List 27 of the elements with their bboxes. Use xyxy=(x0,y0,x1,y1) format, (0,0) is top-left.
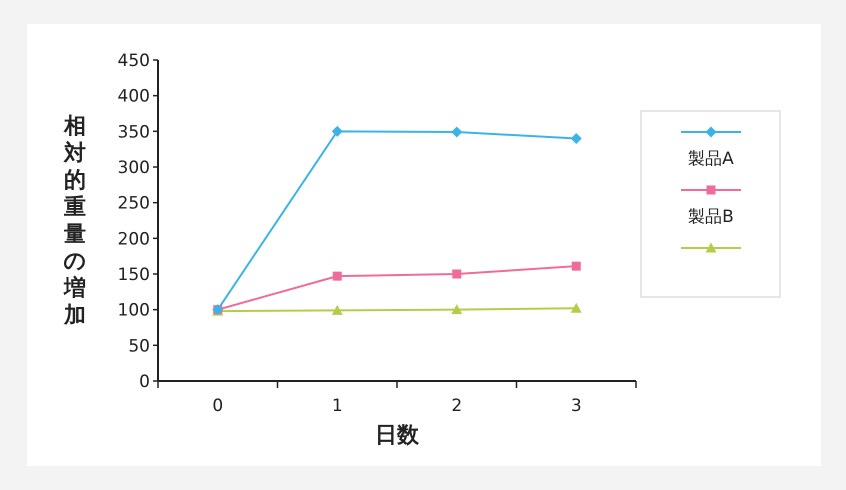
legend-label: 製品B xyxy=(688,207,734,227)
y-tick-label: 100 xyxy=(118,300,150,321)
point xyxy=(332,126,343,137)
y-tick-label: 400 xyxy=(118,86,150,107)
y-tick-label: 350 xyxy=(118,122,150,142)
x-tick-label: 1 xyxy=(332,396,343,416)
y-tick-label: 150 xyxy=(118,265,150,285)
point xyxy=(451,304,462,314)
y-tick-label: 0 xyxy=(139,372,150,392)
point xyxy=(332,304,343,315)
y-tick-label: 50 xyxy=(128,336,150,356)
point xyxy=(570,132,582,144)
point xyxy=(451,126,462,138)
point xyxy=(572,262,581,271)
point xyxy=(452,270,462,278)
point xyxy=(570,302,582,313)
y-tick-label: 250 xyxy=(118,194,150,214)
y-tick-label: 200 xyxy=(118,229,150,250)
x-axis-title: 日数 xyxy=(375,423,420,448)
y-tick-label: 450 xyxy=(118,51,150,71)
legend-label: 製品A xyxy=(688,149,734,169)
x-tick-label: 2 xyxy=(451,396,462,416)
y-axis-title: 相対的重量の増加 xyxy=(63,114,86,328)
x-tick-label: 0 xyxy=(212,396,224,416)
point xyxy=(332,272,342,281)
y-tick-label: 300 xyxy=(118,158,150,178)
x-tick-label: 3 xyxy=(570,396,582,416)
